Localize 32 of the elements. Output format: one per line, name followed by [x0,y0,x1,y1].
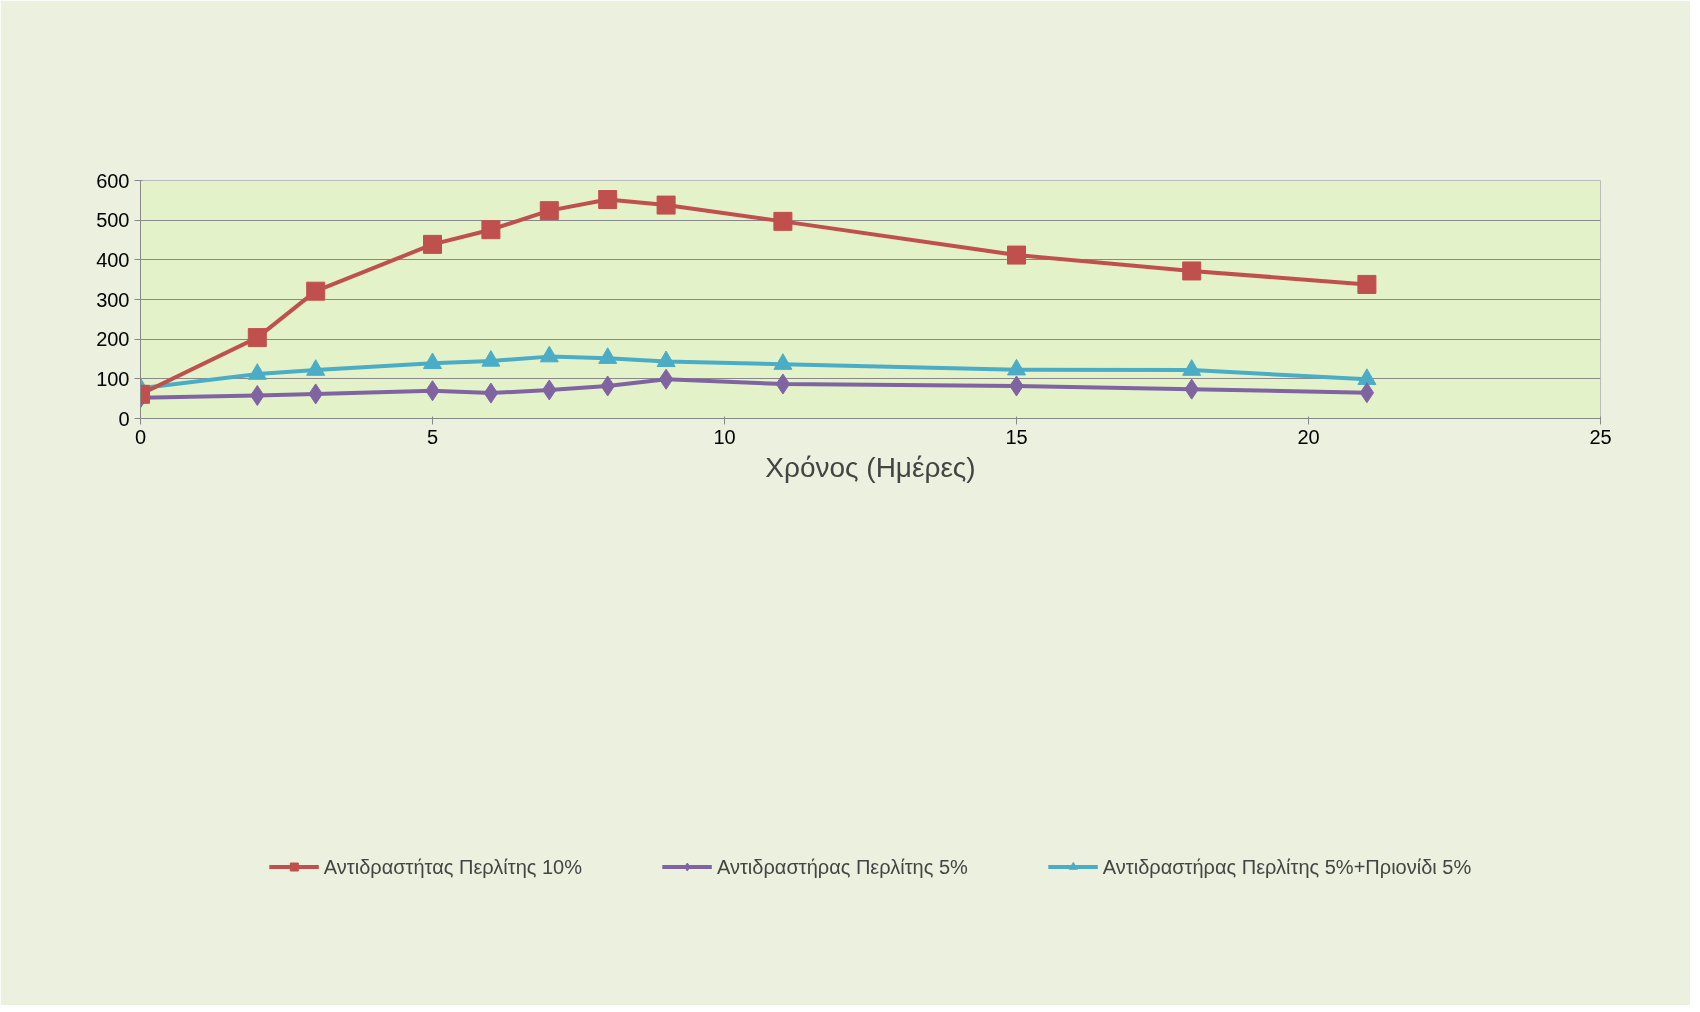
legend-label: Αντιδραστήρας Περλίτης 5% [716,855,968,879]
y-tick-label: 0 [118,407,130,430]
y-tick-label: 200 [96,328,130,351]
point [306,281,326,301]
x-axis-title: Χρόνος (Ημέρες) [765,451,976,483]
y-tick-label: 400 [96,248,130,271]
x-tick-label: 20 [1297,425,1320,448]
point [1007,245,1026,265]
point [658,368,674,390]
y-tick-label: 500 [96,209,130,232]
x-tick-label: 10 [713,425,736,448]
x-tick-label: 0 [134,425,147,448]
y-tick-label: 300 [96,288,130,311]
x-tick-label: 5 [426,425,439,448]
y-tick-label: 100 [96,367,130,390]
point [773,211,793,231]
point [483,382,499,404]
point [1359,382,1375,404]
point [539,201,559,221]
legend-label: Αντιδραστήρας Περλίτης 5%+Πριονίδι 5% [1102,855,1472,879]
point [598,190,618,210]
x-tick-label: 25 [1589,425,1612,448]
point [247,328,267,348]
point [775,373,791,395]
point [1182,261,1202,281]
y-tick-label: 600 [96,169,130,192]
point [423,234,442,254]
x-tick-label: 15 [1005,425,1028,448]
point [1357,274,1377,294]
point [656,195,676,215]
point [481,220,501,240]
legend-label: Αντιδραστήτας Περλίτης 10% [323,855,582,879]
